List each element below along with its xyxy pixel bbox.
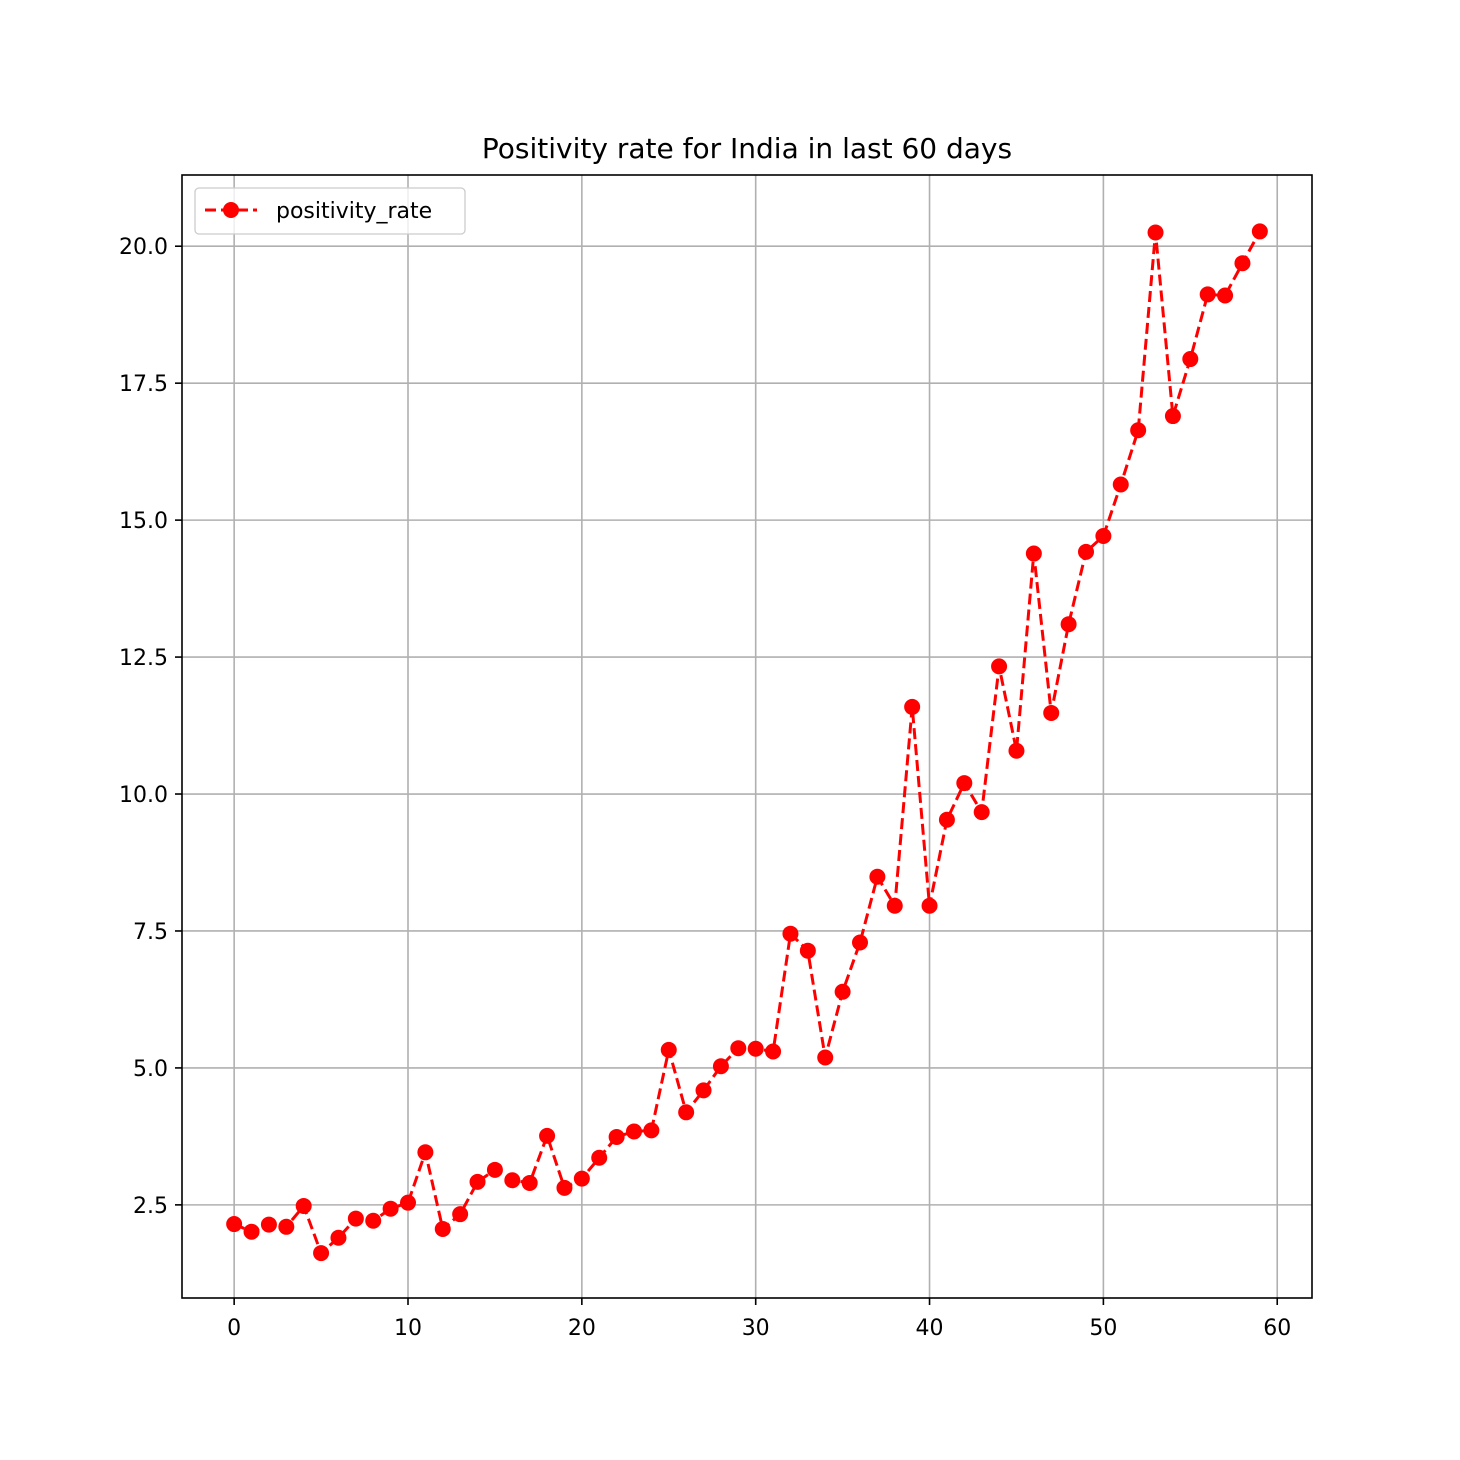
data-point bbox=[956, 775, 973, 792]
data-point bbox=[1025, 545, 1042, 562]
data-point bbox=[556, 1179, 573, 1196]
data-point bbox=[1251, 223, 1268, 240]
data-point bbox=[799, 942, 816, 959]
chart-title: Positivity rate for India in last 60 day… bbox=[482, 132, 1012, 165]
y-tick-label: 5.0 bbox=[133, 1057, 168, 1082]
legend-label: positivity_rate bbox=[276, 199, 432, 224]
legend-box bbox=[194, 187, 466, 235]
x-tick-label: 0 bbox=[227, 1316, 241, 1341]
data-point bbox=[626, 1123, 642, 1140]
data-point bbox=[1008, 742, 1025, 759]
data-point bbox=[869, 868, 886, 885]
data-point bbox=[1112, 476, 1129, 493]
data-point bbox=[852, 934, 868, 951]
data-point bbox=[782, 925, 799, 942]
data-point bbox=[591, 1149, 608, 1166]
data-point bbox=[1043, 704, 1060, 721]
data-point bbox=[504, 1172, 521, 1189]
data-point bbox=[1164, 408, 1181, 425]
data-point bbox=[817, 1049, 834, 1066]
data-point bbox=[1217, 287, 1234, 304]
y-tick-label: 15.0 bbox=[119, 509, 168, 534]
data-point bbox=[643, 1122, 660, 1139]
x-tick-label: 40 bbox=[916, 1316, 944, 1341]
data-point bbox=[886, 897, 903, 914]
data-point bbox=[921, 897, 938, 914]
legend-marker-sample bbox=[223, 202, 239, 218]
data-point bbox=[1199, 286, 1216, 303]
data-point bbox=[834, 983, 851, 1000]
plot-frame bbox=[181, 174, 1313, 1299]
data-point bbox=[991, 658, 1008, 675]
data-point bbox=[1095, 528, 1112, 545]
x-tick-label: 30 bbox=[742, 1316, 770, 1341]
data-point bbox=[1078, 543, 1094, 560]
data-point bbox=[365, 1212, 382, 1229]
y-tick-label: 20.0 bbox=[119, 235, 168, 260]
data-point bbox=[452, 1206, 469, 1223]
data-point bbox=[938, 811, 955, 828]
data-point bbox=[695, 1082, 712, 1099]
data-point bbox=[295, 1197, 312, 1214]
data-point bbox=[400, 1194, 416, 1211]
data-point bbox=[730, 1040, 747, 1057]
data-point bbox=[1182, 351, 1199, 368]
y-tick-label: 10.0 bbox=[119, 783, 168, 808]
data-point bbox=[417, 1144, 434, 1161]
x-tick-label: 20 bbox=[568, 1316, 596, 1341]
data-point bbox=[573, 1170, 590, 1187]
legend: positivity_rate bbox=[194, 187, 466, 235]
y-tick-label: 2.5 bbox=[133, 1194, 168, 1219]
data-point bbox=[1234, 255, 1251, 272]
x-tick-label: 10 bbox=[394, 1316, 422, 1341]
data-point bbox=[226, 1216, 243, 1233]
series-layer bbox=[226, 223, 1268, 1262]
data-point bbox=[347, 1210, 364, 1227]
data-point bbox=[973, 804, 990, 821]
data-point bbox=[904, 698, 921, 715]
y-tick-label: 12.5 bbox=[119, 646, 168, 671]
y-tick-label: 17.5 bbox=[119, 372, 168, 397]
data-point bbox=[712, 1058, 729, 1075]
data-point bbox=[382, 1200, 399, 1217]
x-tick-label: 50 bbox=[1089, 1316, 1117, 1341]
data-point bbox=[539, 1127, 556, 1144]
data-point bbox=[521, 1174, 538, 1191]
data-point bbox=[678, 1104, 695, 1121]
data-point bbox=[660, 1041, 677, 1058]
data-point bbox=[486, 1161, 503, 1178]
data-point bbox=[469, 1173, 486, 1190]
axes-ticks: 0 10 20 30 40 50 60 2.5 5.0 7.5 10.0 12.5 15.0 17.5 20… bbox=[119, 235, 1291, 1341]
grid bbox=[182, 175, 1312, 1298]
data-point bbox=[1060, 616, 1077, 633]
data-point bbox=[747, 1040, 764, 1057]
data-point bbox=[278, 1218, 295, 1235]
data-point bbox=[260, 1216, 277, 1233]
data-point bbox=[313, 1245, 330, 1262]
data-point bbox=[330, 1229, 347, 1246]
data-point bbox=[243, 1223, 260, 1240]
data-point bbox=[1147, 224, 1164, 241]
data-point bbox=[608, 1128, 625, 1145]
data-point bbox=[434, 1220, 451, 1237]
data-point bbox=[765, 1043, 782, 1060]
x-tick-label: 60 bbox=[1263, 1316, 1291, 1341]
data-point bbox=[1130, 422, 1147, 439]
y-tick-label: 7.5 bbox=[133, 920, 168, 945]
